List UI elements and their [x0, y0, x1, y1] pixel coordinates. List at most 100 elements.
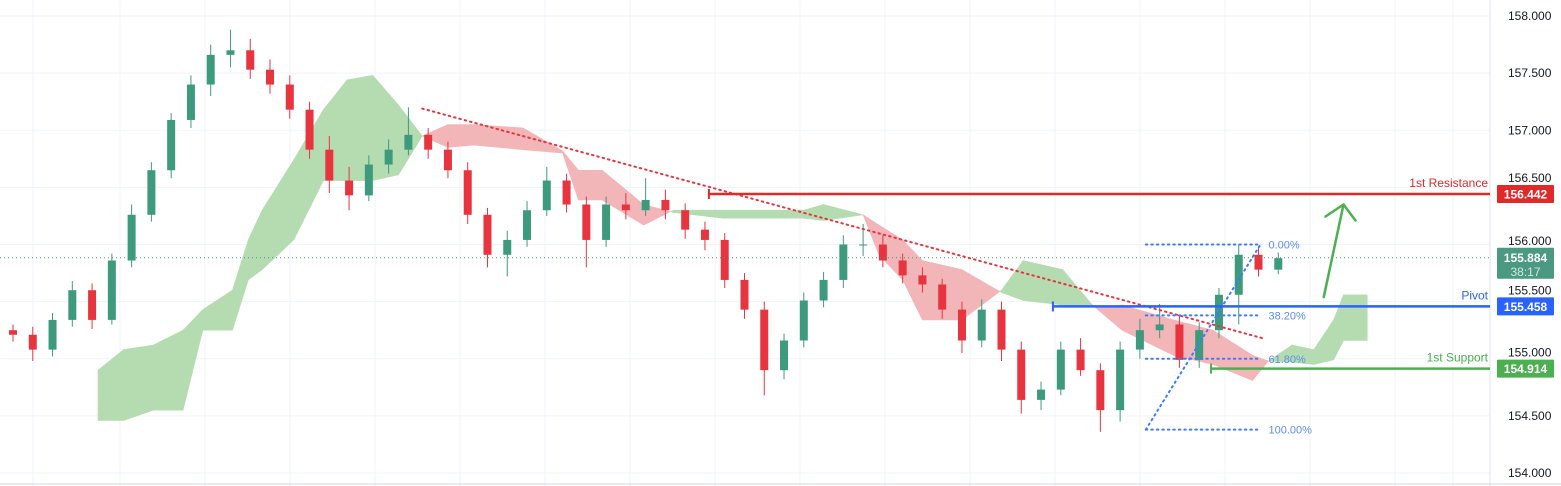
- candle-bearish: [918, 267, 927, 293]
- candle-bullish: [1056, 341, 1065, 396]
- candle-body: [641, 199, 650, 211]
- candle-bullish: [1135, 318, 1144, 359]
- price-tag: [1497, 359, 1554, 378]
- candle-bullish: [523, 201, 532, 247]
- candle-body: [859, 244, 868, 246]
- candle-body: [602, 204, 611, 240]
- candle-body: [977, 309, 986, 341]
- cloud-segment: [578, 169, 603, 201]
- cloud-segment: [1343, 294, 1368, 341]
- candle-bearish: [424, 127, 433, 159]
- candle-bullish: [68, 281, 77, 327]
- candle-body: [167, 119, 176, 171]
- cloud-segment: [97, 348, 125, 421]
- candle-bearish: [681, 203, 690, 239]
- candle-bearish: [1096, 363, 1105, 432]
- candle-bearish: [997, 301, 1006, 362]
- candle-body: [88, 290, 97, 320]
- candle-body: [1155, 324, 1164, 331]
- price-tag-value: 155.458: [1504, 300, 1548, 314]
- candle-bullish: [503, 230, 512, 277]
- candle-body: [1037, 389, 1046, 400]
- candle-bearish: [760, 301, 769, 396]
- candle-body: [206, 54, 215, 85]
- candle-bearish: [285, 75, 294, 119]
- cloud-segment: [673, 209, 724, 219]
- candle-bullish: [1116, 341, 1125, 422]
- candle-bearish: [582, 196, 591, 268]
- bar-countdown: 38:17: [1510, 265, 1540, 279]
- price-tick-label: 156.500: [1508, 171, 1552, 185]
- candle-body: [68, 290, 77, 320]
- cloud-segment: [961, 269, 1001, 321]
- candle-bullish: [1274, 252, 1283, 275]
- candle-bullish: [167, 113, 176, 179]
- price-axis[interactable]: 158.000 157.500 157.000 156.500 156.000 155.5…: [1508, 9, 1552, 480]
- level-label: Pivot: [1461, 288, 1488, 302]
- candle-bearish: [345, 166, 354, 211]
- candle-body: [542, 180, 551, 211]
- candle-bullish: [1037, 381, 1046, 411]
- candle-body: [681, 210, 690, 230]
- candle-body: [364, 164, 373, 196]
- candle-body: [582, 204, 591, 240]
- candle-body: [523, 210, 532, 240]
- candle-bearish: [483, 207, 492, 268]
- cloud-segment: [1062, 268, 1093, 308]
- candle-bearish: [938, 278, 947, 319]
- candle-body: [918, 275, 927, 285]
- cloud-segment: [202, 289, 233, 331]
- candle-bearish: [28, 326, 37, 362]
- candle-bullish: [602, 196, 611, 247]
- candle-bearish: [720, 233, 729, 288]
- candle-body: [186, 84, 195, 120]
- candle-body: [720, 239, 729, 280]
- ichimoku-cloud: [97, 74, 1368, 421]
- candle-bullish: [384, 139, 393, 174]
- candle-body: [285, 84, 294, 110]
- candle-bearish: [621, 193, 630, 220]
- cloud-segment: [669, 209, 674, 213]
- projection-arrow-head: [1324, 203, 1357, 222]
- candle-bearish: [740, 273, 749, 319]
- last-price-tag: [1497, 247, 1554, 279]
- candle-bearish: [246, 38, 255, 79]
- fib-level-label: 0.00%: [1268, 240, 1299, 252]
- candle-body: [127, 214, 136, 261]
- candle-bearish: [9, 324, 17, 342]
- candle-bullish: [107, 253, 116, 325]
- cloud-segment: [722, 209, 805, 219]
- candle-bullish: [226, 29, 235, 68]
- cloud-segment: [862, 214, 880, 255]
- axis-background: [1490, 0, 1561, 486]
- candle-body: [443, 149, 452, 171]
- candle-bearish: [1017, 341, 1026, 414]
- candle-body: [107, 260, 116, 320]
- candle-body: [878, 244, 887, 261]
- candle-bullish: [48, 313, 57, 357]
- cloud-segment: [1001, 259, 1024, 301]
- candle-bearish: [325, 135, 334, 194]
- price-tag-value: 154.914: [1504, 362, 1548, 376]
- candle-bearish: [898, 253, 907, 284]
- fib-level-label: 100.00%: [1268, 425, 1312, 437]
- cloud-segment: [522, 127, 563, 154]
- candle-bullish: [1234, 244, 1243, 325]
- price-tick-label: 158.000: [1508, 9, 1552, 23]
- candle-body: [1234, 254, 1243, 295]
- candle-body: [48, 319, 57, 350]
- cloud-segment: [182, 308, 204, 411]
- candle-bearish: [700, 221, 709, 251]
- candle-bullish: [147, 162, 156, 222]
- cloud-segment: [372, 74, 399, 181]
- candle-bearish: [878, 235, 887, 268]
- price-tag: [1497, 185, 1554, 204]
- candle-bearish: [305, 101, 314, 159]
- candle-bullish: [127, 204, 136, 268]
- drawings[interactable]: 0.00% 38.20% 61.80% 100.00% 1st Resistance Pi…: [0, 107, 1490, 437]
- fib-level-label: 38.20%: [1268, 310, 1306, 322]
- candle-bearish: [1254, 246, 1263, 277]
- cloud-segment: [153, 329, 184, 411]
